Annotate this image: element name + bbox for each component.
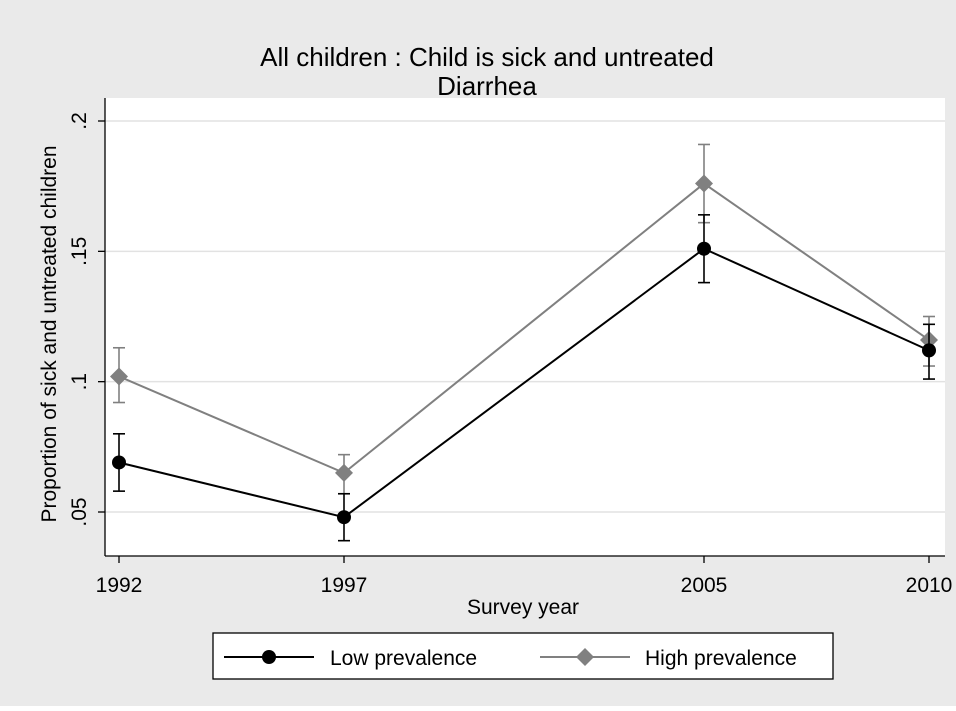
x-tick-labels: 1992 1997 2005 2010: [96, 574, 953, 597]
chart-title: All children : Child is sick and untreat…: [260, 42, 714, 72]
legend-marker: [262, 650, 276, 664]
legend: Low prevalence High prevalence: [212, 632, 834, 680]
data-point: [335, 463, 353, 482]
data-series: [110, 143, 938, 542]
y-tick-label: .1: [68, 373, 91, 391]
y-tick-labels: .05 .1 .15 .2: [68, 112, 91, 526]
x-tick-label: 1992: [96, 574, 143, 597]
grid-lines: [105, 120, 945, 513]
chart-subtitle: Diarrhea: [437, 71, 537, 101]
legend-item: Low prevalence: [224, 647, 477, 670]
data-point: [695, 174, 713, 193]
legend-box: [212, 632, 834, 680]
legend-label: High prevalence: [645, 647, 797, 670]
series-line: [118, 247, 930, 519]
data-point: [922, 343, 936, 358]
series-line: [118, 182, 930, 475]
legend-label: Low prevalence: [330, 647, 477, 670]
data-point: [697, 241, 711, 256]
data-point: [112, 455, 126, 470]
x-tick-label: 2005: [681, 574, 728, 597]
legend-item: High prevalence: [540, 647, 797, 670]
y-tick-label: .05: [68, 497, 91, 526]
y-tick-label: .2: [68, 112, 91, 130]
x-tick-label: 1997: [321, 574, 368, 597]
y-axis-label: Proportion of sick and untreated childre…: [38, 145, 61, 522]
x-axis-label: Survey year: [467, 596, 579, 619]
axes: [98, 98, 945, 563]
data-point: [337, 510, 351, 525]
series-low-prevalence: [112, 214, 936, 542]
y-tick-label: .15: [68, 237, 91, 266]
data-point: [110, 367, 128, 386]
legend-marker: [576, 648, 594, 666]
x-tick-label: 2010: [906, 574, 953, 597]
